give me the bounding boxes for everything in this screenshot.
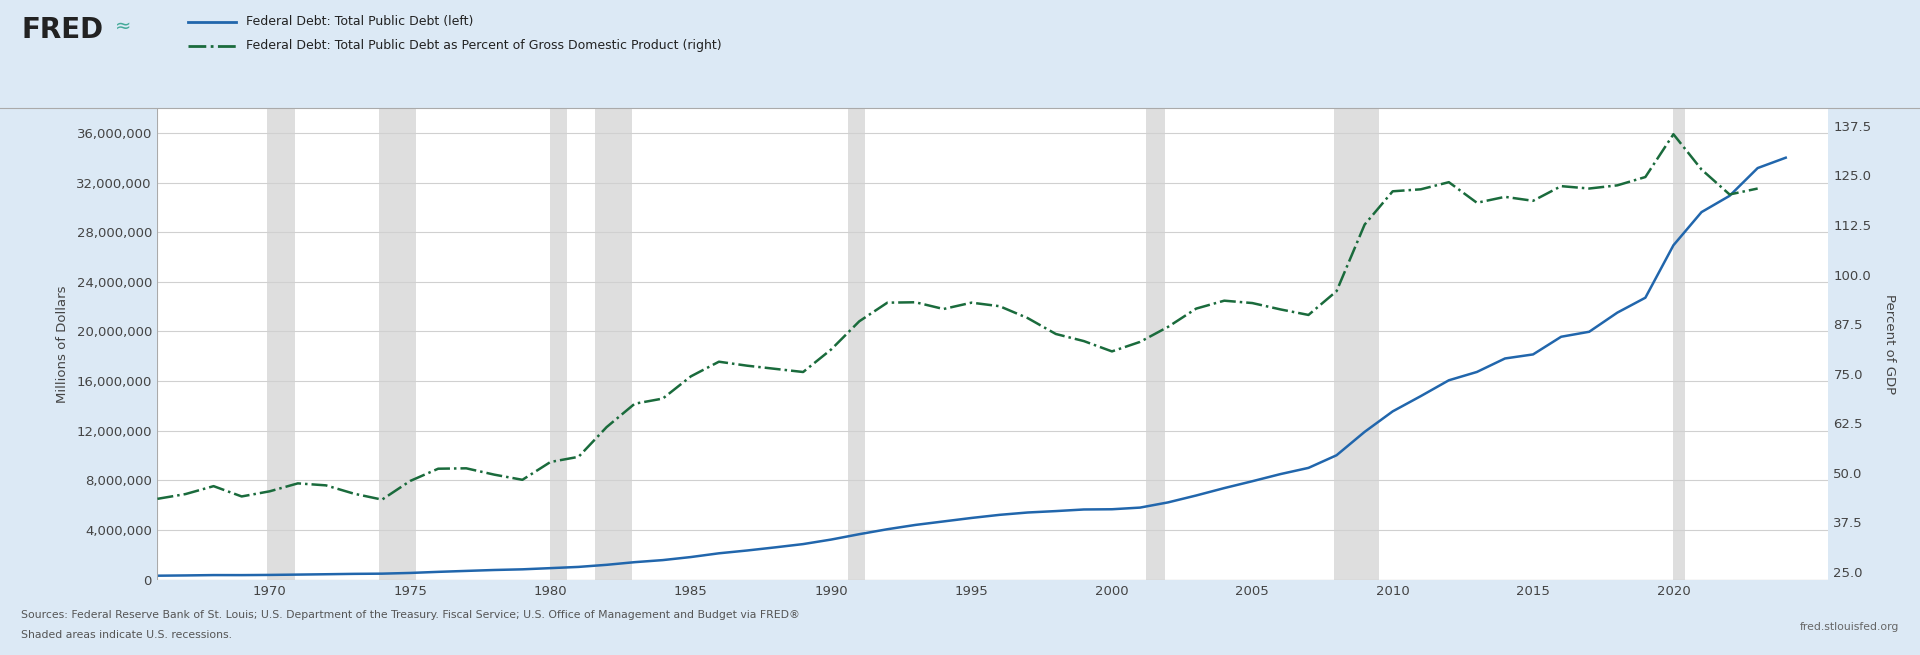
Text: Sources: Federal Reserve Bank of St. Louis; U.S. Department of the Treasury. Fis: Sources: Federal Reserve Bank of St. Lou… <box>21 610 801 620</box>
Bar <box>849 108 864 580</box>
Y-axis label: Millions of Dollars: Millions of Dollars <box>56 285 69 403</box>
Text: FRED: FRED <box>21 16 104 45</box>
Text: Federal Debt: Total Public Debt (left): Federal Debt: Total Public Debt (left) <box>246 15 472 28</box>
Text: ≈: ≈ <box>115 16 132 35</box>
Bar <box>380 108 417 580</box>
Y-axis label: Percent of GDP: Percent of GDP <box>1884 294 1895 394</box>
Text: Federal Debt: Total Public Debt as Percent of Gross Domestic Product (right): Federal Debt: Total Public Debt as Perce… <box>246 39 722 52</box>
Bar <box>1146 108 1165 580</box>
Bar <box>1334 108 1379 580</box>
Bar <box>595 108 632 580</box>
Bar <box>1674 108 1684 580</box>
Bar <box>267 108 296 580</box>
Text: Shaded areas indicate U.S. recessions.: Shaded areas indicate U.S. recessions. <box>21 630 232 640</box>
Bar <box>551 108 566 580</box>
Text: fred.stlouisfed.org: fred.stlouisfed.org <box>1799 622 1899 632</box>
